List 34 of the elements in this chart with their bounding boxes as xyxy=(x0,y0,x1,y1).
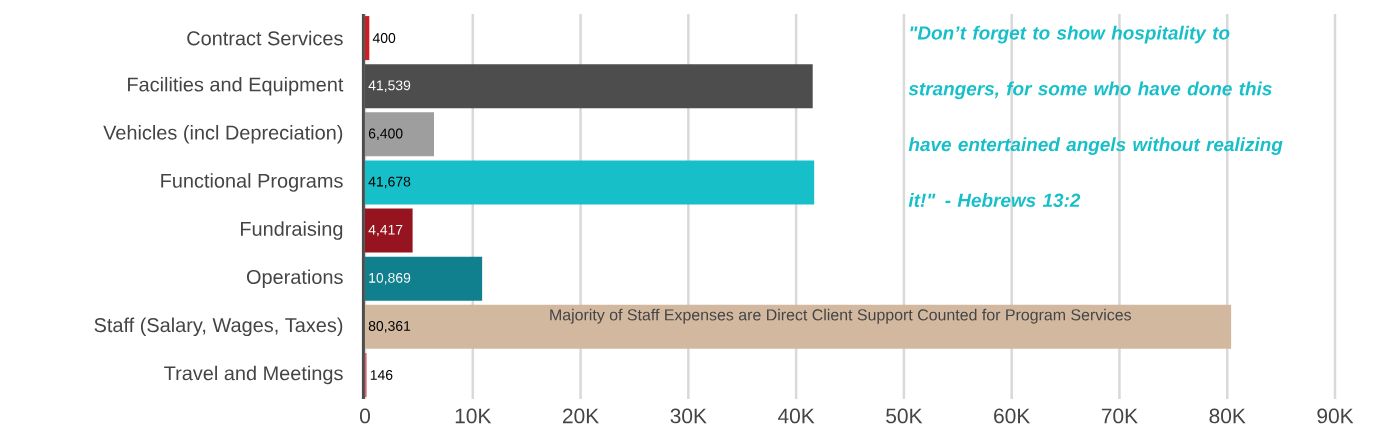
y-tick-label: Contract Services xyxy=(187,30,343,46)
data-label: 4,417 xyxy=(368,224,403,237)
data-label: 41,678 xyxy=(368,176,411,189)
y-tick-label: Operations xyxy=(246,269,343,288)
data-label: 10,869 xyxy=(369,272,411,285)
x-tick-label: 30K xyxy=(670,408,707,424)
x-tick-label: 90K xyxy=(1317,408,1354,424)
data-label: 400 xyxy=(372,33,396,44)
x-tick-label: 80K xyxy=(1209,408,1246,424)
y-tick-label: Vehicles (incl Depreciation) xyxy=(103,125,343,144)
x-tick-label: 50K xyxy=(886,408,923,424)
data-label: 146 xyxy=(370,369,393,380)
x-tick-label: 20K xyxy=(562,408,599,424)
x-tick-label: 0 xyxy=(360,408,370,424)
y-tick-label: Staff (Salary, Wages, Taxes) xyxy=(94,317,343,337)
x-tick-label: 60K xyxy=(994,408,1031,424)
bar xyxy=(365,16,370,61)
y-tick-label: Fundraising xyxy=(241,221,343,240)
bar xyxy=(365,256,483,301)
annotation: Majority of Staff Expenses are Direct Client Support Counted for Program Services xyxy=(550,308,1131,324)
bar xyxy=(365,112,434,157)
y-tick-label: Travel and Meetings xyxy=(164,365,343,385)
data-label: 80,361 xyxy=(368,321,411,333)
y-tick-label: Functional Programs xyxy=(161,173,343,192)
bar xyxy=(365,304,1232,349)
y-tick-label: Facilities and Equipment xyxy=(128,76,344,96)
data-label: 6,400 xyxy=(368,128,403,141)
x-tick-label: 10K xyxy=(455,408,492,424)
x-tick-label: 70K xyxy=(1101,408,1138,424)
bar xyxy=(365,208,413,253)
x-tick-label: 40K xyxy=(777,408,815,424)
text: "Don’t forget to show hospitality to strangers, for some who have done this have entertained angels without realizing it!" - Hebrews 13:2 xyxy=(908,25,1283,208)
data-label: 41,539 xyxy=(368,80,411,92)
bar xyxy=(365,160,815,205)
